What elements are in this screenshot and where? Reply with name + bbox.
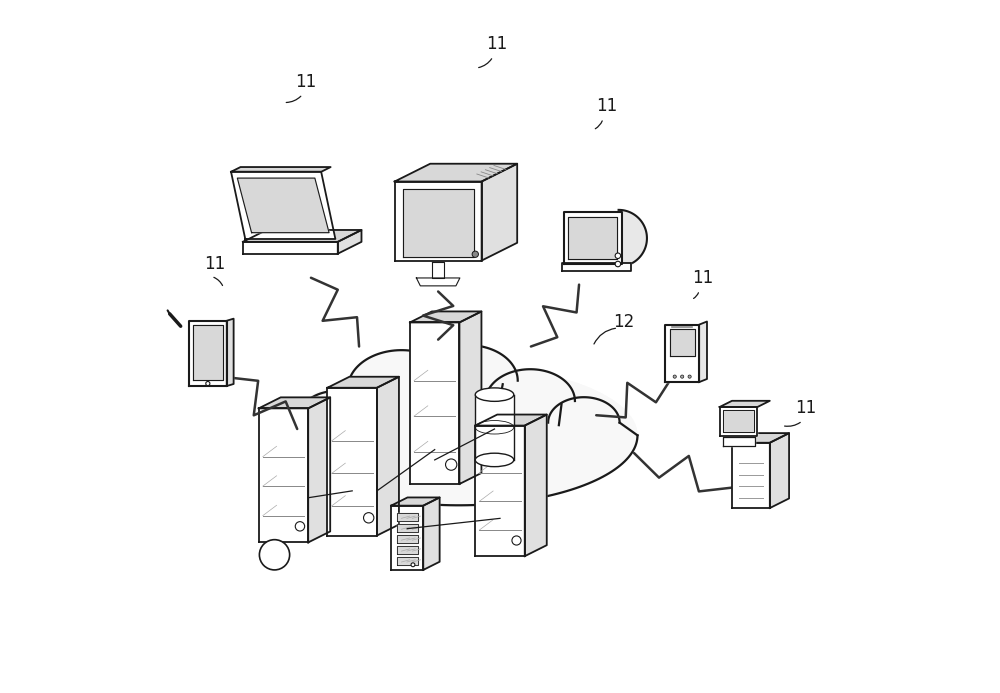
Polygon shape [720,401,770,407]
Polygon shape [459,311,481,484]
Polygon shape [193,325,223,380]
Polygon shape [397,525,418,532]
Polygon shape [243,230,361,242]
Circle shape [673,375,676,378]
Text: 11: 11 [596,97,617,115]
Circle shape [681,375,684,378]
Polygon shape [397,557,418,565]
Polygon shape [391,498,440,506]
Text: 12: 12 [613,313,634,331]
Polygon shape [338,230,361,254]
Circle shape [259,540,290,570]
Polygon shape [432,262,444,278]
Circle shape [206,381,210,385]
Polygon shape [619,210,647,267]
Text: 11: 11 [486,35,507,53]
Polygon shape [699,322,707,382]
Polygon shape [391,506,423,570]
Polygon shape [720,407,757,436]
Polygon shape [410,322,459,484]
Polygon shape [243,242,338,254]
Polygon shape [475,414,547,426]
Ellipse shape [475,453,514,466]
Circle shape [295,522,305,531]
Polygon shape [770,433,789,508]
Circle shape [364,513,374,523]
Polygon shape [395,164,517,182]
Polygon shape [259,408,308,543]
Polygon shape [670,329,695,356]
Circle shape [411,563,415,567]
Polygon shape [482,164,517,261]
FancyBboxPatch shape [475,394,514,460]
Circle shape [688,375,691,378]
Ellipse shape [486,369,575,433]
Circle shape [512,536,521,545]
Polygon shape [732,443,770,508]
Circle shape [615,261,621,267]
Circle shape [472,251,478,257]
Polygon shape [377,377,399,536]
Polygon shape [231,172,335,239]
Text: 11: 11 [692,269,713,287]
Polygon shape [475,426,525,556]
Polygon shape [568,218,617,259]
Polygon shape [564,213,622,264]
Polygon shape [410,311,481,322]
Polygon shape [327,377,399,388]
Circle shape [446,459,457,471]
Polygon shape [308,397,330,543]
Polygon shape [327,388,377,536]
Polygon shape [732,433,789,443]
Ellipse shape [298,391,377,447]
Ellipse shape [548,397,620,448]
Polygon shape [403,189,474,256]
Ellipse shape [418,345,518,416]
Polygon shape [723,437,755,446]
Polygon shape [397,546,418,554]
Ellipse shape [280,365,637,505]
Polygon shape [395,182,482,261]
Polygon shape [397,535,418,543]
Circle shape [615,253,621,258]
Polygon shape [189,321,227,386]
Polygon shape [562,263,631,271]
Polygon shape [231,167,331,172]
Polygon shape [416,278,460,286]
Ellipse shape [348,350,455,426]
Polygon shape [665,324,699,382]
Ellipse shape [475,388,514,401]
Polygon shape [423,498,440,570]
Text: 11: 11 [204,255,225,273]
Polygon shape [723,410,754,432]
Polygon shape [259,397,330,408]
Text: 11: 11 [296,73,317,91]
Polygon shape [227,319,234,386]
Polygon shape [397,514,418,521]
Text: 11: 11 [795,399,817,417]
Polygon shape [237,178,329,233]
Ellipse shape [280,365,637,505]
Polygon shape [525,414,547,556]
